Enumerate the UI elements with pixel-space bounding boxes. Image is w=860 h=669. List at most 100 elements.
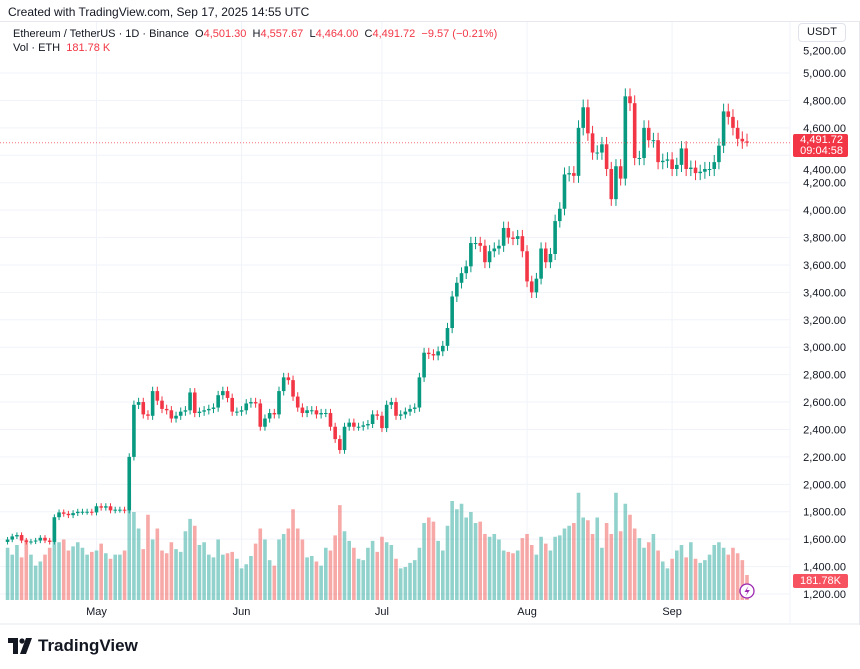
- candle-body: [712, 162, 717, 169]
- volume-bar: [202, 542, 206, 600]
- candle-body: [300, 407, 305, 414]
- candle-body: [235, 411, 239, 413]
- volume-bar: [141, 549, 146, 600]
- volume-bar: [464, 517, 468, 600]
- candle-body: [576, 127, 581, 176]
- volume-bar: [473, 523, 478, 600]
- candle-body: [548, 253, 553, 263]
- candle-body: [590, 133, 595, 153]
- volume-bar: [548, 550, 553, 600]
- candle-body: [586, 107, 590, 134]
- volume-bar: [127, 492, 132, 600]
- candle-body: [19, 535, 24, 541]
- currency-button[interactable]: USDT: [798, 23, 846, 42]
- candle-body: [324, 413, 328, 415]
- volume-bar: [431, 521, 436, 600]
- y-tick-label: 5,000.00: [803, 68, 846, 80]
- volume-bar: [478, 521, 483, 600]
- candle-body: [506, 227, 511, 238]
- open-value: 4,501.30: [203, 28, 247, 40]
- change-value: −9.57 (−0.21%): [421, 28, 498, 40]
- candle-body: [85, 511, 89, 513]
- volume-bar: [646, 542, 651, 600]
- volume-bar: [581, 517, 585, 600]
- volume-bar: [295, 528, 300, 600]
- candle-body: [272, 413, 277, 415]
- candle-body: [33, 540, 38, 542]
- candle-body: [118, 509, 122, 511]
- volume-bar: [389, 545, 394, 600]
- candle-body: [136, 402, 141, 405]
- volume-bar: [43, 554, 47, 600]
- candle-body: [628, 96, 632, 104]
- y-tick-label: 2,200.00: [803, 452, 846, 464]
- candle-body: [216, 395, 220, 408]
- volume-bar: [665, 568, 670, 600]
- candle-body: [572, 173, 576, 176]
- volume-bar: [47, 547, 52, 600]
- volume-bar: [352, 547, 356, 600]
- x-tick-label: Aug: [517, 606, 537, 618]
- candle-body: [338, 439, 342, 451]
- volume-bar: [735, 553, 740, 600]
- tradingview-logo[interactable]: TradingView: [8, 636, 138, 656]
- volume-bar: [436, 540, 440, 600]
- volume-bar: [712, 545, 717, 600]
- candle-body: [656, 140, 660, 163]
- volume-bar: [511, 553, 515, 600]
- high-label: H: [252, 28, 261, 40]
- candle-body: [277, 391, 281, 415]
- candle-body: [469, 243, 473, 267]
- volume-bar: [497, 539, 501, 600]
- candle-body: [169, 410, 174, 419]
- candle-body: [464, 266, 468, 274]
- volume-bar: [5, 547, 10, 600]
- candle-body: [441, 345, 445, 352]
- volume-bar: [623, 503, 628, 600]
- candle-body: [295, 396, 300, 408]
- candle-body: [286, 377, 291, 381]
- candle-body: [543, 248, 548, 263]
- current-price-tag: 4,491.72 09:04:58: [793, 134, 848, 157]
- candle-body: [230, 397, 234, 412]
- volume-bar: [422, 523, 426, 600]
- volume-bar: [609, 534, 614, 600]
- volume-bar: [375, 551, 380, 600]
- candle-body: [164, 408, 169, 411]
- volume-bar: [29, 554, 33, 600]
- candle-body: [249, 402, 253, 404]
- volume-bar: [183, 531, 188, 600]
- candle-body: [609, 168, 614, 200]
- candle-body: [398, 414, 403, 416]
- volume-bar: [412, 560, 417, 600]
- candle-body: [15, 535, 19, 537]
- volume-bar: [136, 528, 141, 600]
- candle-body: [183, 410, 188, 412]
- volume-bar: [408, 562, 412, 600]
- volume-label[interactable]: Vol · ETH: [13, 42, 61, 54]
- volume-bar: [132, 512, 136, 600]
- candle-body: [642, 127, 646, 159]
- volume-bar: [614, 492, 618, 600]
- candle-body: [637, 158, 642, 160]
- volume-value: 181.78 K: [66, 42, 111, 54]
- volume-bar: [197, 545, 202, 600]
- candle-body: [670, 159, 674, 169]
- bar-countdown: 09:04:58: [800, 145, 843, 157]
- volume-bar: [370, 540, 375, 600]
- volume-bar: [66, 550, 71, 600]
- volume-bar: [230, 551, 234, 600]
- candle-body: [726, 111, 731, 117]
- volume-bar: [328, 550, 333, 600]
- candle-body: [412, 407, 417, 409]
- candle-body: [436, 351, 440, 356]
- y-tick-label: 3,400.00: [803, 287, 846, 299]
- symbol-title[interactable]: Ethereum / TetherUS · 1D · Binance: [13, 28, 189, 40]
- candle-body: [604, 144, 609, 169]
- candle-body: [104, 506, 108, 508]
- volume-bar: [586, 520, 590, 600]
- volume-bar: [99, 543, 103, 600]
- candle-body: [492, 248, 497, 252]
